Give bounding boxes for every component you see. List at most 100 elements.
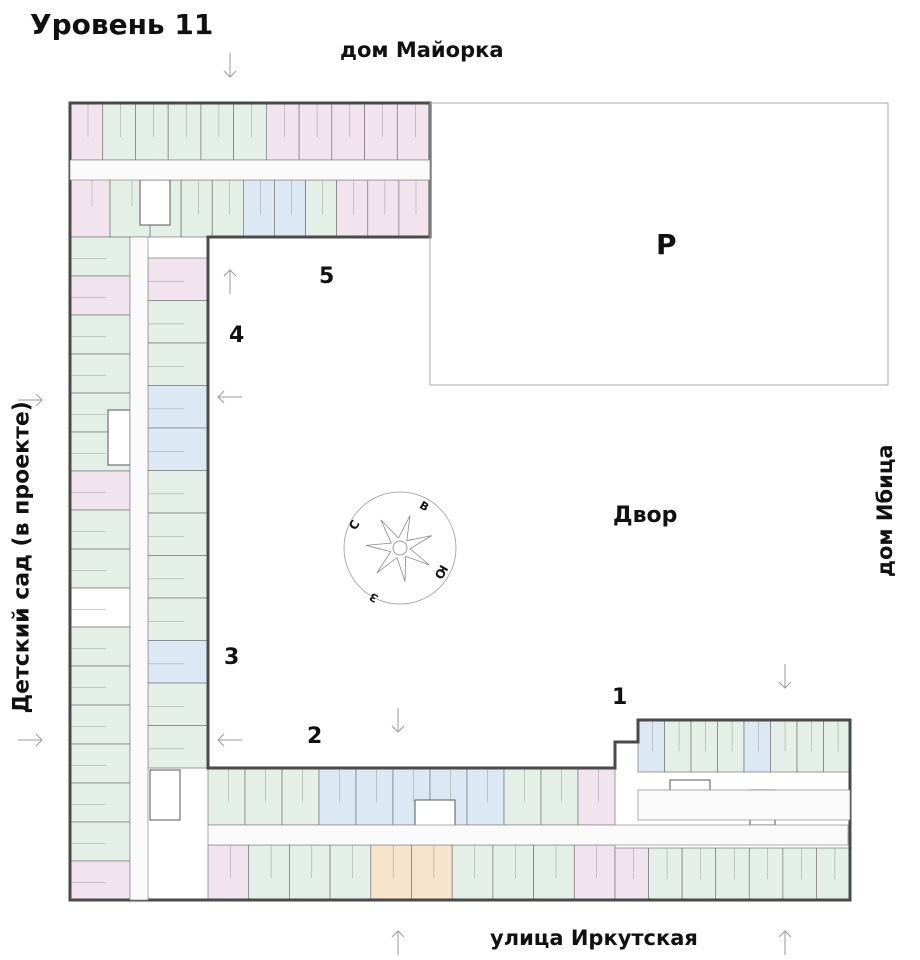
apartment-unit (147, 597, 209, 641)
entrance-arrow-icon (223, 53, 237, 78)
apartment-unit (69, 102, 104, 161)
apartment-unit (318, 767, 357, 826)
apartment-unit (69, 353, 131, 394)
entrance-arrow-icon (391, 930, 405, 955)
apartment-unit (398, 179, 431, 238)
apartment-unit (664, 719, 692, 773)
entrance-arrows (18, 53, 792, 955)
apartment-unit (533, 844, 575, 901)
apartment-unit (648, 847, 683, 901)
apartment-unit (637, 719, 665, 773)
entrance-arrow-icon (18, 733, 43, 747)
entrance-arrow-icon (217, 733, 242, 747)
label-west-kindergarten: Детский сад (в проекте) (9, 401, 35, 714)
apartment-unit (69, 860, 131, 901)
apartment-unit (715, 847, 750, 901)
apartment-unit (102, 102, 136, 161)
apartment-unit (396, 102, 431, 161)
arrow-head (778, 930, 792, 938)
section-number-3: 3 (224, 645, 240, 670)
apartment-unit (743, 719, 771, 773)
apartment-unit (681, 847, 717, 901)
apartment-unit (331, 102, 365, 161)
apartment-unit (451, 844, 494, 901)
apartment-unit (690, 719, 718, 773)
arrow-head (391, 930, 405, 938)
apartment-unit (248, 844, 290, 901)
apartment-unit (298, 102, 333, 161)
compass-rose (343, 491, 457, 605)
apartment-unit (147, 427, 209, 471)
apartment-unit (207, 767, 246, 826)
apartment-unit (274, 179, 306, 238)
apartment-unit (200, 102, 234, 161)
apartment-unit (69, 548, 131, 589)
apartment-unit (135, 102, 169, 161)
apartment-unit (211, 179, 244, 238)
apartment-unit (411, 844, 453, 901)
apartment-unit (69, 509, 131, 550)
apartment-unit (147, 725, 209, 769)
apartment-unit (266, 102, 300, 161)
corridor (637, 789, 851, 821)
apartment-unit (147, 555, 209, 599)
label-east-house: дом Ибица (873, 444, 897, 577)
corridor (207, 824, 849, 846)
parking-area (429, 102, 889, 386)
apartment-unit (355, 767, 394, 826)
apartment-unit (167, 102, 202, 161)
stair-lift-core (139, 179, 171, 226)
apartment-unit (69, 743, 131, 784)
arrow-head (778, 681, 792, 689)
apartment-unit (69, 821, 131, 862)
apartment-unit (147, 342, 209, 386)
apartment-unit (367, 179, 400, 238)
section-number-4: 4 (229, 323, 245, 348)
apartment-unit (147, 385, 209, 429)
arrow-head (35, 733, 43, 747)
entrance-arrow-icon (18, 393, 43, 407)
apartment-unit (329, 844, 372, 901)
apartment-unit (717, 719, 745, 773)
arrow-head (35, 393, 43, 407)
arrow-head (223, 269, 237, 277)
apartment-unit (305, 179, 338, 238)
apartment-unit (466, 767, 505, 826)
section-number-5: 5 (319, 264, 335, 289)
label-parking: P (656, 228, 677, 261)
stair-lift-core (107, 409, 131, 466)
apartment-unit (370, 844, 412, 901)
label-courtyard: Двор (613, 503, 678, 528)
building-walls (68, 101, 852, 902)
apartment-unit (289, 844, 331, 901)
apartment-unit (69, 782, 131, 823)
apartment-unit (816, 847, 851, 901)
entrance-arrow-icon (778, 664, 792, 689)
apartment-unit (147, 512, 209, 556)
apartment-unit (492, 844, 534, 901)
apartment-unit (281, 767, 320, 826)
apartment-unit (364, 102, 398, 161)
apartment-unit (147, 300, 209, 344)
page-title: Уровень 11 (30, 8, 214, 41)
apartment-unit (147, 470, 209, 514)
apartment-unit (823, 719, 851, 773)
apartment-unit (242, 179, 275, 238)
entrance-arrow-icon (217, 390, 242, 404)
apartment-unit (233, 102, 267, 161)
apartment-unit (69, 314, 131, 355)
apartment-unit (336, 179, 369, 238)
apartment-unit (503, 767, 542, 826)
apartment-unit (796, 719, 824, 773)
apartment-unit (782, 847, 817, 901)
section-number-2: 2 (307, 724, 323, 749)
apartment-unit (147, 640, 209, 684)
apartment-unit (577, 767, 616, 826)
apartment-unit (748, 847, 784, 901)
label-south-street: улица Иркутская (490, 926, 698, 950)
arrow-head (217, 390, 225, 404)
entrance-arrow-icon (391, 708, 405, 733)
apartment-unit (69, 665, 131, 706)
apartment-unit (69, 587, 131, 628)
